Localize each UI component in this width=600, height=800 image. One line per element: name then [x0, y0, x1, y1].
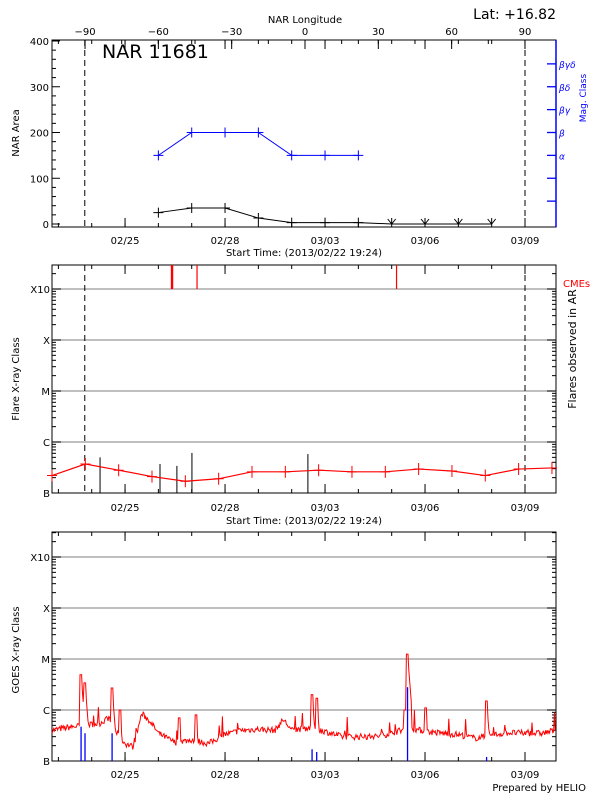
area-point	[153, 207, 164, 218]
plot-frame	[51, 39, 557, 228]
area-point	[253, 213, 264, 224]
y-tick-label: M	[41, 655, 50, 666]
flares-observed-label: Flares observed in AR	[566, 289, 579, 409]
y-tick-label: 100	[30, 174, 49, 185]
longitude-tick-label: −30	[221, 27, 242, 38]
footer-credit: Prepared by HELIO	[492, 783, 586, 794]
x-tick-label: 03/09	[511, 236, 540, 247]
background-point	[213, 472, 224, 485]
mag-class-tick-label: βγ	[558, 107, 571, 117]
x-tick-label: 03/06	[411, 236, 440, 247]
y-tick-label: B	[43, 489, 50, 500]
top-axis-label: NAR Longitude	[268, 15, 342, 26]
background-point	[413, 463, 424, 476]
background-point	[246, 465, 257, 478]
y-tick-label: C	[43, 438, 50, 449]
mag-class-point	[286, 150, 297, 161]
x-tick-label: 03/09	[511, 770, 540, 781]
panel1-x-axis-label: Start Time: (2013/02/22 19:24)	[226, 248, 382, 259]
area-point	[220, 202, 231, 213]
mag-class-point	[220, 127, 231, 138]
area-zero-point	[387, 218, 397, 225]
area-zero-point	[420, 218, 430, 225]
goes-panel: 02/25 02/28 03/03 03/06 03/09 B C M X X10	[30, 531, 557, 781]
area-axis-label: NAR Area	[11, 109, 22, 156]
longitude-tick-label: 60	[445, 27, 458, 38]
background-series-line	[51, 463, 552, 482]
mag-class-tick-label: α	[559, 152, 565, 162]
mag-class-point	[153, 150, 164, 161]
longitude-tick-label: 0	[302, 27, 308, 38]
y-tick-label: 300	[30, 83, 49, 94]
background-point	[80, 458, 91, 471]
background-point	[446, 465, 457, 477]
goes-class-axis-label: GOES X-ray Class	[11, 606, 22, 693]
background-point	[513, 463, 524, 476]
background-point	[380, 465, 391, 478]
region-title: NAR 11681	[102, 41, 209, 63]
x-tick-label: 03/06	[411, 770, 440, 781]
latitude-annotation: Lat: +16.82	[473, 7, 556, 23]
longitude-tick-label: 90	[519, 27, 532, 38]
mag-class-axis-label: Mag. Class	[579, 73, 589, 122]
mag-class-point	[320, 150, 331, 161]
x-tick-label: 02/25	[111, 236, 140, 247]
background-point	[313, 464, 324, 477]
background-point	[280, 465, 291, 478]
y-tick-label: C	[43, 706, 50, 717]
y-tick-label: X	[43, 336, 50, 347]
x-tick-label: 02/25	[111, 770, 140, 781]
background-point	[546, 461, 557, 474]
mag-class-tick-label: β	[558, 130, 565, 140]
y-tick-label: B	[43, 757, 50, 768]
background-point	[146, 470, 157, 483]
x-tick-label: 03/03	[311, 236, 340, 247]
y-tick-label: X	[43, 604, 50, 615]
flare-class-axis-label: Flare X-ray Class	[11, 337, 22, 421]
y-tick-label: X10	[30, 553, 50, 564]
longitude-tick-label: 30	[372, 27, 385, 38]
plot-frame	[51, 531, 557, 762]
area-point	[320, 217, 331, 228]
longitude-tick-label: −60	[148, 27, 169, 38]
x-tick-label: 02/28	[211, 503, 240, 514]
x-tick-label: 02/28	[211, 770, 240, 781]
background-point	[346, 465, 357, 478]
area-point	[353, 217, 364, 228]
flare-class-panel: 02/25 02/28 03/03 03/06 03/09 B C M X X10	[30, 264, 557, 514]
x-tick-label: 03/09	[511, 503, 540, 514]
x-tick-label: 02/25	[111, 503, 140, 514]
longitude-tick-label: −90	[74, 27, 95, 38]
area-zero-point	[453, 218, 463, 225]
mag-class-point	[353, 150, 364, 161]
background-point	[180, 475, 191, 488]
background-point	[113, 464, 124, 477]
mag-class-tick-label: βδ	[558, 84, 571, 94]
x-tick-label: 02/28	[211, 236, 240, 247]
x-tick-label: 03/03	[311, 503, 340, 514]
area-point	[286, 217, 297, 228]
mag-class-tick-label: βγδ	[558, 61, 576, 71]
y-tick-label: 200	[30, 129, 49, 140]
nar-area-panel: 02/25 02/28 03/03 03/06 03/090100200300400βγ…	[30, 27, 576, 247]
panel2-x-axis-label: Start Time: (2013/02/22 19:24)	[226, 516, 382, 527]
mag-class-point	[253, 127, 264, 138]
background-point	[480, 469, 491, 482]
x-tick-label: 03/03	[311, 770, 340, 781]
cme-label: CMEs	[563, 279, 590, 290]
y-tick-label: X10	[30, 285, 50, 296]
mag-class-point	[186, 127, 197, 138]
y-tick-label: 0	[43, 220, 49, 231]
plot-frame	[51, 264, 557, 494]
y-tick-label: 400	[30, 37, 49, 48]
y-tick-label: M	[41, 387, 50, 398]
background-point	[47, 469, 57, 482]
area-zero-point	[487, 218, 497, 225]
area-point	[186, 202, 197, 213]
x-tick-label: 03/06	[411, 503, 440, 514]
goes-flux-line	[51, 653, 556, 750]
